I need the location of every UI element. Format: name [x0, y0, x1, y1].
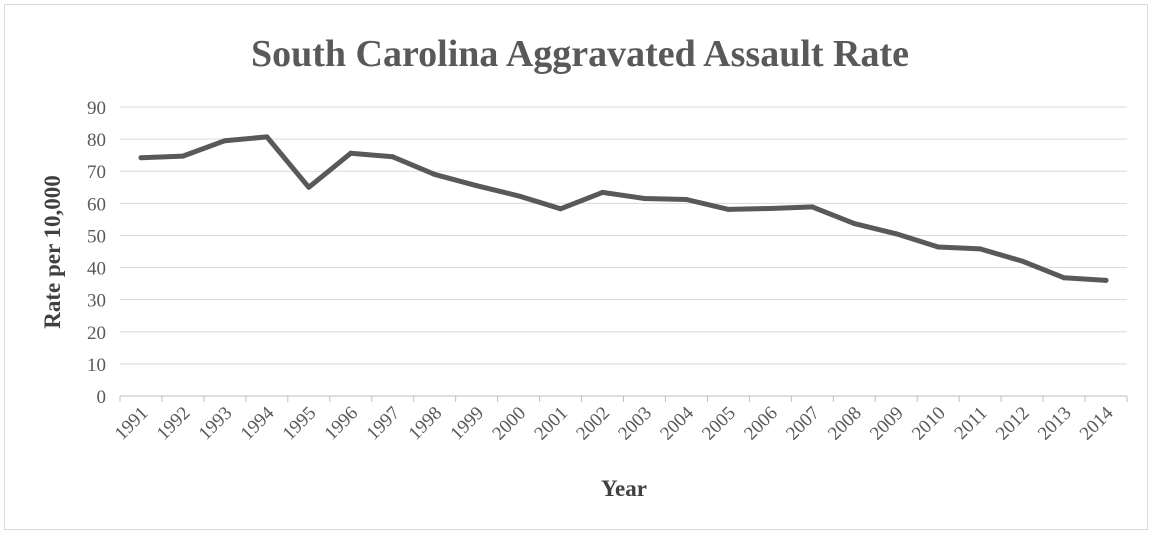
- y-tick-label: 20: [87, 323, 106, 344]
- x-tick-label: 2007: [782, 403, 824, 445]
- y-tick-label: 40: [87, 259, 106, 280]
- gridlines: [120, 106, 1127, 365]
- x-tick-label: 2009: [866, 403, 908, 445]
- data-point: [222, 138, 228, 144]
- x-tick-label: 2002: [572, 403, 614, 445]
- data-point: [935, 244, 941, 250]
- x-tick-label: 1999: [446, 403, 488, 445]
- x-tick-label: 1992: [153, 403, 195, 445]
- data-point: [641, 196, 647, 202]
- series-line: [138, 134, 1109, 283]
- data-point: [893, 231, 899, 237]
- data-point: [432, 171, 438, 177]
- x-tick-label: 1998: [405, 403, 447, 445]
- data-point: [809, 204, 815, 210]
- data-point: [767, 205, 773, 211]
- x-tick-label: 1997: [363, 403, 405, 445]
- y-tick-label: 60: [87, 194, 106, 215]
- x-tick-label: 2006: [740, 403, 782, 445]
- data-point: [264, 134, 270, 140]
- x-tick-label: 2014: [1076, 402, 1118, 444]
- data-point: [851, 221, 857, 227]
- data-point: [1103, 277, 1109, 283]
- data-point: [306, 184, 312, 190]
- x-tick-label: 2012: [992, 403, 1034, 445]
- data-point: [516, 193, 522, 199]
- x-tick-label: 1996: [321, 403, 363, 445]
- y-axis-tick-labels: 0 10 20 30 40 50 60 70 80 90: [87, 98, 106, 408]
- y-tick-label: 50: [87, 226, 106, 247]
- data-point: [1019, 258, 1025, 264]
- data-point: [725, 206, 731, 212]
- data-point: [180, 153, 186, 159]
- y-tick-label: 0: [97, 387, 107, 408]
- x-tick-label: 2001: [530, 403, 572, 445]
- x-tick-label: 2011: [950, 403, 991, 444]
- chart-frame: [4, 4, 1148, 530]
- chart-title: South Carolina Aggravated Assault Rate: [251, 33, 909, 75]
- y-tick-label: 80: [87, 130, 106, 151]
- y-axis-title: Rate per 10,000: [40, 175, 65, 329]
- x-tick-label: 2008: [824, 403, 866, 445]
- y-tick-label: 10: [87, 355, 106, 376]
- data-point: [683, 196, 689, 202]
- x-axis-ticks: 1991 1992 1993 1994 1995 1996 1997 1998 1999 2000…: [111, 396, 1128, 445]
- x-tick-label: 1995: [279, 403, 321, 445]
- y-tick-label: 30: [87, 291, 106, 312]
- x-tick-label: 2003: [614, 403, 656, 445]
- y-tick-label: 70: [87, 162, 106, 183]
- x-tick-label: 1994: [237, 402, 279, 444]
- x-tick-label: 2004: [656, 402, 698, 444]
- data-point: [390, 154, 396, 160]
- x-tick-label: 2000: [488, 403, 530, 445]
- data-point: [1061, 275, 1067, 281]
- series-lines: [138, 134, 1109, 283]
- x-axis-title: Year: [601, 476, 647, 501]
- data-point: [348, 150, 354, 156]
- x-tick-label: 1991: [111, 403, 153, 445]
- x-tick-label: 2010: [908, 403, 950, 445]
- x-tick-label: 1993: [195, 403, 237, 445]
- data-point: [600, 189, 606, 195]
- data-point: [138, 155, 144, 161]
- x-tick-label: 2013: [1034, 403, 1076, 445]
- x-tick-label: 2005: [698, 403, 740, 445]
- data-point: [474, 183, 480, 189]
- data-point: [977, 246, 983, 252]
- data-point: [558, 206, 564, 212]
- y-tick-label: 90: [87, 98, 106, 119]
